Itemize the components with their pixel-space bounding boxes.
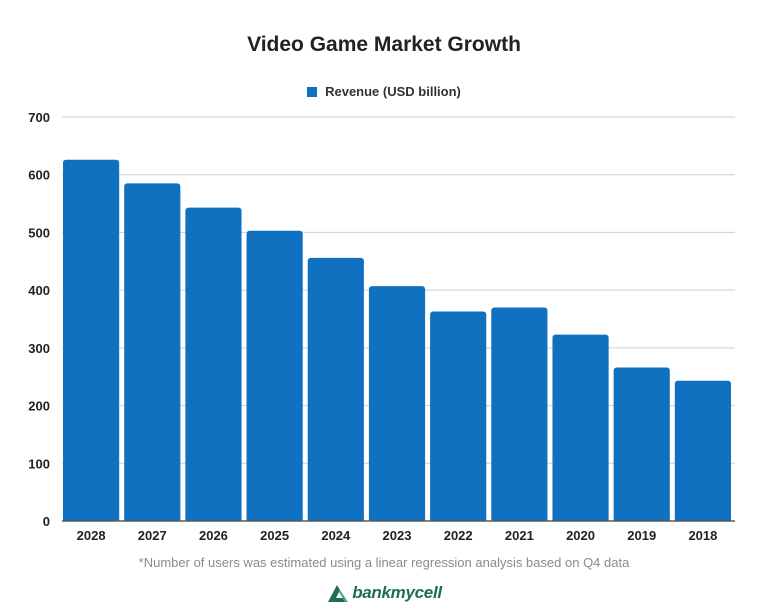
x-tick-label: 2028 [77,528,106,543]
footnote: *Number of users was estimated using a l… [138,555,630,570]
x-tick-label: 2024 [321,528,351,543]
x-tick-label: 2018 [688,528,717,543]
legend-label: Revenue (USD billion) [325,84,461,99]
bar-base-2022 [430,517,487,521]
y-tick-label: 600 [28,168,50,183]
bar-2026 [185,207,242,521]
bar-base-2021 [491,517,548,521]
bar-2024 [307,257,364,521]
x-axis-tick-labels: 2028 2027 2026 2025 2024 2023 2022 2021 2020 2019… [62,520,735,543]
bar-2027 [124,183,181,521]
chart-title: Video Game Market Growth [247,33,521,56]
bar-2023 [368,286,426,521]
x-tick-label: 2023 [383,528,412,543]
brand-logo: bankmycell [0,582,768,604]
bar-2019 [613,367,670,521]
bar-base-2028 [63,517,120,521]
chart-legend: Revenue (USD billion) [0,84,768,99]
y-tick-label: 200 [28,399,50,414]
y-tick-label: 0 [43,514,50,529]
x-tick-label: 2021 [505,528,534,543]
x-tick-label: 2019 [627,528,656,543]
bar-base-2027 [124,517,181,521]
bar-2025 [246,230,303,521]
y-axis-tick-labels: 0 100 200 300 400 500 600 700 [28,110,50,529]
y-tick-label: 700 [28,110,50,125]
bar-2020 [552,334,609,521]
y-tick-label: 400 [28,283,50,298]
bar-base-2019 [613,517,670,521]
bar-base-2018 [674,517,731,521]
x-tick-label: 2025 [260,528,289,543]
bar-2028 [63,159,120,522]
legend-swatch [307,86,318,97]
y-tick-label: 100 [28,456,50,471]
bar-base-2020 [552,517,609,521]
brand-name: bankmycell [352,583,442,602]
bar-base-2024 [307,517,364,521]
bars [63,159,731,522]
x-tick-label: 2020 [566,528,595,543]
bar-base-2026 [185,517,242,521]
bar-base-2025 [246,517,303,521]
bar-base-2023 [368,517,426,521]
y-tick-label: 500 [28,225,50,240]
bar-2021 [491,307,548,521]
y-tick-label: 300 [28,341,50,356]
bar-2022 [430,311,487,521]
x-tick-label: 2027 [138,528,167,543]
bankmycell-logo-icon [328,585,349,602]
x-tick-label: 2026 [199,528,228,543]
bar-2018 [674,380,731,521]
x-tick-label: 2022 [444,528,473,543]
